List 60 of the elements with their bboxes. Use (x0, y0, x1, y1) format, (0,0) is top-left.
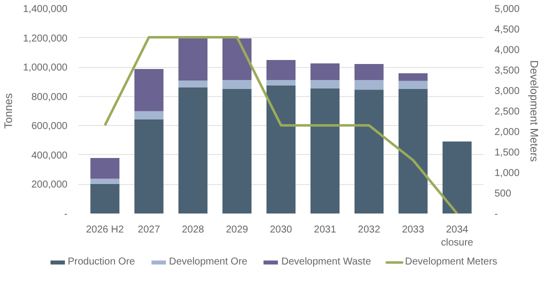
y-axis-title: Tonnes (3, 92, 16, 129)
bar (178, 38, 208, 81)
bar (310, 88, 340, 214)
bar (442, 141, 472, 214)
bar (266, 85, 296, 214)
y-tick-label: 1,200,000 (23, 33, 68, 44)
y2-tick-label: 5,000 (494, 4, 520, 15)
y2-tick-label: 500 (494, 188, 512, 200)
x-tick-label: 2033 (402, 224, 425, 236)
y2-tick-label: 4,000 (494, 45, 520, 56)
bar (134, 68, 164, 112)
y2-tick-label: 1,500 (494, 148, 520, 158)
y-tick-label: 400,000 (31, 150, 68, 162)
y2-tick-label: 2,500 (494, 106, 520, 118)
x-tick-label: 2034 closure (440, 224, 474, 249)
bar (90, 158, 120, 179)
y2-tick-label: 2,000 (494, 127, 520, 138)
bar (222, 89, 252, 214)
bar (398, 80, 428, 90)
legend-label: Development Meters (405, 256, 498, 268)
y-tick-label: 1,000,000 (23, 62, 68, 74)
y2-tick-label: 4,500 (494, 24, 520, 36)
legend-label: Production Ore (68, 256, 135, 268)
bar (90, 178, 120, 184)
x-tick-label: 2032 (358, 224, 381, 236)
bar (310, 80, 340, 88)
y-tick-label: - (64, 209, 68, 220)
bar (222, 80, 252, 90)
bar (310, 63, 340, 80)
x-tick-label: 2027 (138, 224, 160, 236)
y2-axis-title: Development Meters (528, 60, 540, 162)
legend-label: Development Ore (168, 256, 248, 268)
bar (354, 64, 384, 80)
bar (354, 90, 384, 214)
y-tick-label: 1,400,000 (23, 4, 68, 15)
bar (354, 80, 384, 90)
bar (178, 87, 208, 214)
bar (222, 38, 252, 80)
legend-label: Development Waste (281, 256, 372, 268)
x-tick-label: 2026 H2 (86, 224, 124, 236)
bar (266, 60, 296, 80)
y2-tick-label: - (494, 209, 498, 220)
bar (134, 119, 164, 214)
x-tick-label: 2030 (270, 224, 293, 236)
bar (398, 89, 428, 214)
x-tick-label: 2029 (226, 224, 249, 236)
x-tick-label: 2028 (182, 224, 205, 236)
bar (134, 111, 164, 120)
y2-tick-label: 3,000 (494, 86, 520, 97)
y2-tick-label: 1,000 (494, 168, 520, 179)
bar (266, 80, 296, 86)
bar (90, 184, 120, 214)
line-series (104, 36, 458, 214)
bar (398, 73, 428, 81)
y-tick-label: 600,000 (31, 121, 68, 132)
y-tick-label: 800,000 (31, 92, 68, 103)
bar (178, 80, 208, 88)
y-tick-label: 200,000 (31, 180, 68, 191)
x-tick-label: 2031 (314, 224, 337, 236)
y2-tick-label: 3,500 (494, 66, 520, 76)
